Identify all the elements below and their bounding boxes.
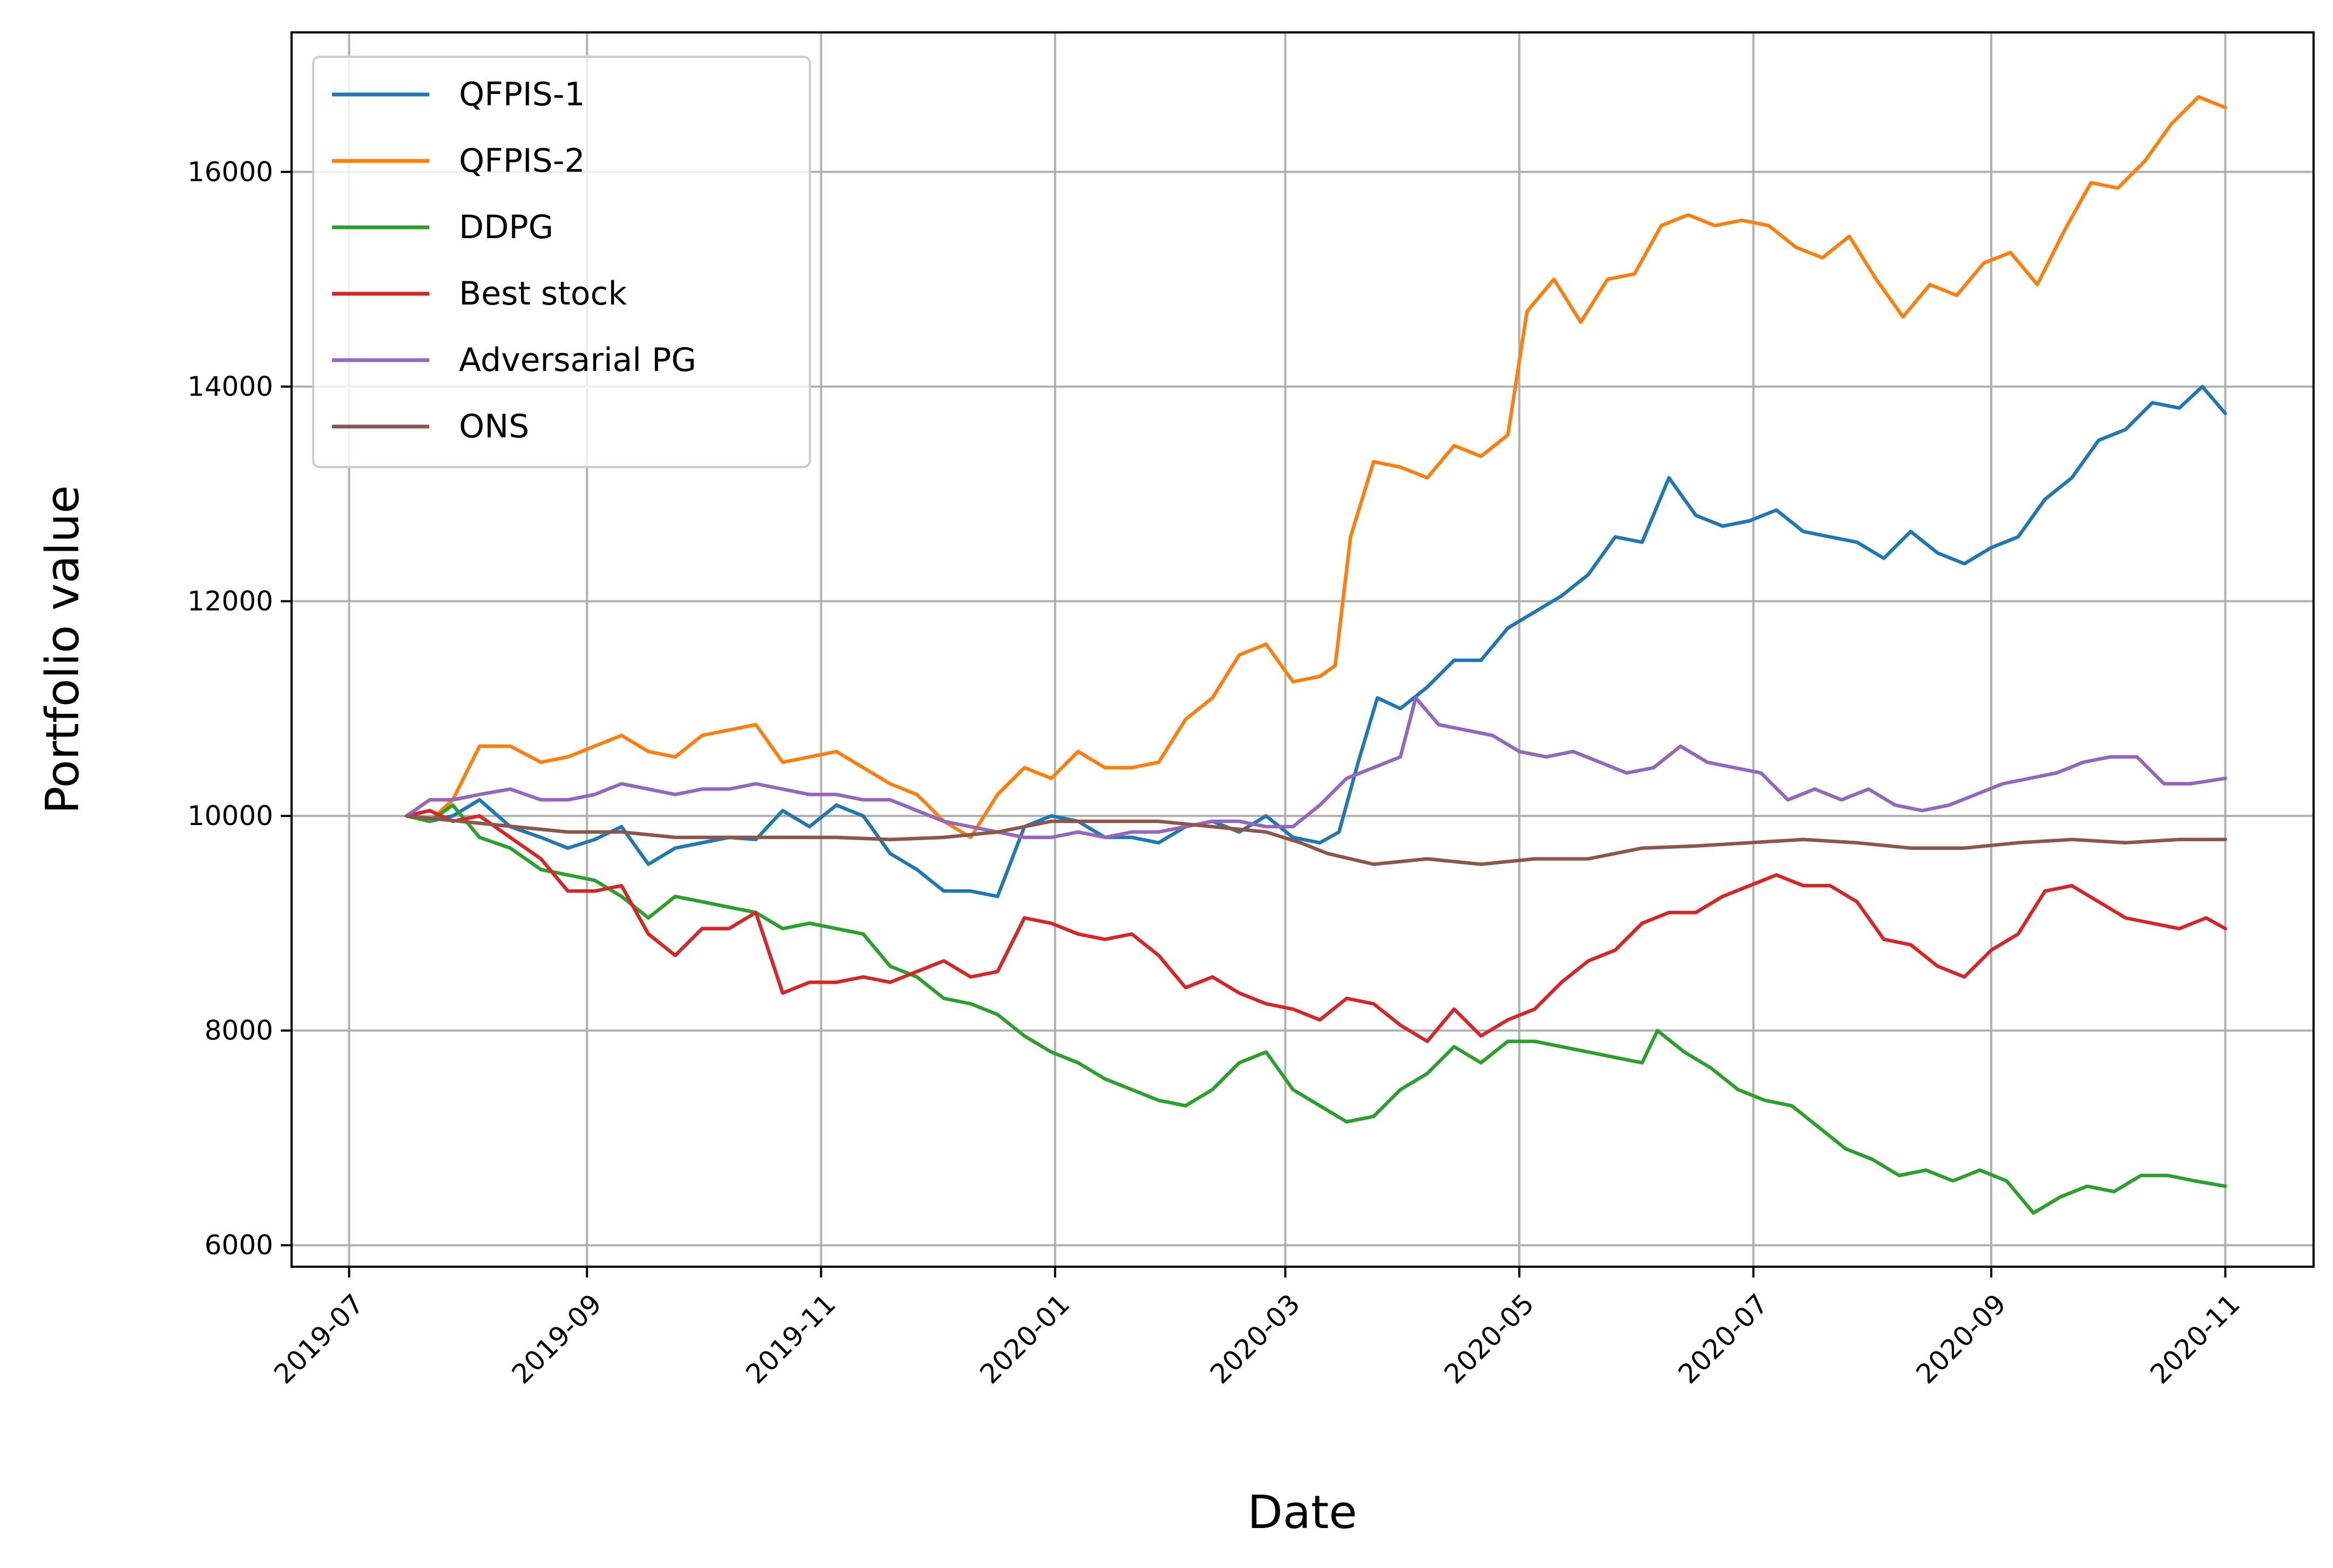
series-line-adversarial-pg — [404, 696, 2227, 840]
series-lines — [404, 95, 2227, 1215]
x-tick-label: 2020-09 — [1910, 1288, 2012, 1390]
x-axis-ticks: 2019-07 2019-09 2019-11 2020-01 2020-03 2020-… — [268, 1267, 2246, 1390]
grid-lines — [292, 32, 2314, 1267]
y-tick-label: 14000 — [187, 371, 273, 402]
legend-label-ddpg: DDPG — [459, 208, 553, 246]
series-line-qfpis-2 — [404, 95, 2227, 840]
x-tick-label: 2019-09 — [506, 1288, 608, 1390]
y-axis-title: Portfolio value — [36, 485, 90, 814]
legend-label-adversarial-pg: Adversarial PG — [459, 341, 696, 379]
x-axis-title: Date — [1247, 1486, 1357, 1539]
series-line-ddpg — [404, 803, 2227, 1215]
y-tick-label: 6000 — [205, 1229, 273, 1261]
series-line-qfpis-1 — [404, 384, 2227, 898]
legend-label-best-stock: Best stock — [459, 275, 627, 313]
x-tick-label: 2020-05 — [1438, 1288, 1540, 1390]
series-line-ons — [404, 814, 2227, 866]
y-tick-label: 8000 — [205, 1015, 273, 1046]
y-tick-label: 12000 — [187, 586, 273, 617]
legend-box — [312, 56, 811, 468]
legend-label-qfpis-2: QFPIS-2 — [459, 142, 585, 180]
x-tick-label: 2020-07 — [1672, 1288, 1774, 1390]
legend-label-ons: ONS — [459, 408, 529, 445]
plot-area-frame — [290, 31, 2315, 1268]
x-tick-label: 2020-01 — [974, 1288, 1076, 1390]
legend: QFPIS-1 QFPIS-2 DDPG Best stock Adversarial … — [312, 56, 811, 468]
x-tick-label: 2020-11 — [2144, 1288, 2246, 1390]
legend-label-qfpis-1: QFPIS-1 — [459, 76, 585, 113]
y-tick-label: 10000 — [187, 800, 273, 832]
y-tick-label: 16000 — [187, 156, 273, 187]
x-tick-label: 2020-03 — [1204, 1288, 1306, 1390]
x-tick-label: 2019-11 — [740, 1288, 842, 1390]
y-axis-ticks: 6000 8000 10000 12000 14000 16000 — [187, 156, 292, 1261]
x-tick-label: 2019-07 — [268, 1288, 370, 1390]
series-line-best-stock — [404, 808, 2227, 1043]
